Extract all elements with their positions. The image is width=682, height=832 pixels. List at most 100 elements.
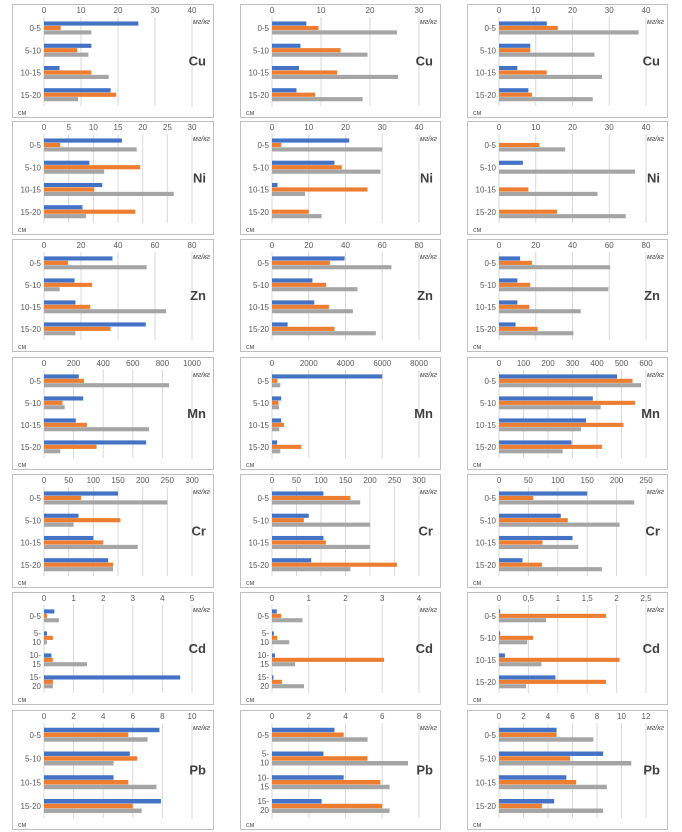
bar-s2-cat3 — [44, 92, 117, 97]
tick-label: 10 — [531, 6, 540, 15]
bar-s3-cat0 — [499, 147, 566, 152]
bar-s3-cat3 — [44, 808, 142, 813]
category-label: 5-10 — [480, 281, 497, 290]
tick-label: 40 — [642, 6, 651, 15]
element-title: Mn — [641, 406, 660, 421]
tick-label: 10 — [89, 123, 98, 132]
bar-s1-cat3 — [44, 88, 111, 93]
category-label-line: 10 — [32, 638, 41, 647]
bar-s3-cat2 — [272, 427, 280, 432]
bar-s1-cat0 — [44, 138, 122, 143]
bar-s1-cat1 — [499, 43, 531, 48]
tick-label: 20 — [114, 6, 123, 15]
tick-label: 2 — [614, 594, 619, 603]
category-label: 15-20 — [476, 678, 497, 687]
bar-s3-cat0 — [272, 500, 361, 505]
category-label: 5-10 — [253, 399, 270, 408]
tick-label: 30 — [378, 123, 387, 132]
bar-s3-cat2 — [44, 74, 109, 79]
bar-s1-cat1 — [44, 513, 79, 518]
panel-frame — [240, 357, 441, 470]
bar-s1-cat2 — [44, 65, 60, 71]
bar-s2-cat3 — [499, 803, 542, 809]
tick-label: 5 — [66, 123, 71, 132]
bar-s3-cat2 — [272, 74, 398, 79]
tick-label: 0 — [497, 359, 502, 368]
category-label: 0-5 — [484, 24, 496, 33]
tick-label: 1,5 — [582, 594, 594, 603]
bar-s1-cat0 — [272, 138, 350, 143]
bar-s3-cat0 — [272, 30, 397, 35]
category-label: 0-5 — [257, 377, 269, 386]
category-label-line: 5-10 — [253, 46, 270, 55]
unit-label: мг/кг — [647, 19, 665, 26]
bar-s2-cat3 — [499, 444, 602, 449]
bar-s1-cat3 — [44, 205, 83, 210]
category-label: 0-5 — [484, 259, 496, 268]
bar-s3-cat1 — [499, 287, 609, 292]
unit-label: мг/кг — [420, 19, 438, 26]
tick-label: 60 — [605, 241, 614, 250]
bar-s1-cat3 — [499, 440, 572, 445]
bar-s1-cat0 — [272, 609, 277, 614]
bar-s3-cat2 — [272, 784, 390, 790]
bar-s1-cat0 — [44, 374, 79, 379]
chart-panel-ni-2: 0 10 20 30 40 0-5 5-10 10-15 15-20 см мг/кг Ni — [467, 121, 668, 235]
bar-s1-cat2 — [272, 182, 278, 188]
bar-s2-cat2 — [272, 657, 385, 662]
tick-label: 20 — [568, 6, 577, 15]
bar-s1-cat0 — [499, 374, 618, 379]
bar-s2-cat3 — [272, 679, 282, 684]
unit-label: мг/кг — [647, 136, 665, 143]
category-label-line: 15-20 — [21, 325, 42, 334]
tick-label: 40 — [415, 123, 424, 132]
tick-label: 10 — [531, 123, 540, 132]
bar-s1-cat1 — [272, 160, 335, 165]
bar-s3-cat3 — [44, 214, 86, 219]
bar-s1-cat2 — [499, 653, 505, 658]
tick-label: 100 — [517, 359, 531, 368]
bar-s3-cat1 — [44, 522, 74, 527]
bar-s1-cat2 — [272, 65, 299, 71]
bar-s2-cat2 — [44, 780, 129, 785]
tick-label: 6 — [570, 712, 575, 721]
panel-frame — [12, 239, 214, 352]
tick-label: 100 — [314, 476, 328, 485]
element-title: Mn — [187, 406, 206, 421]
bar-s1-cat2 — [499, 300, 518, 305]
bar-s2-cat0 — [272, 378, 278, 383]
bar-s2-cat1 — [44, 400, 63, 405]
bar-s3-cat0 — [272, 737, 368, 742]
bar-s2-cat1 — [272, 518, 304, 523]
category-label-line: 10-15 — [21, 186, 42, 195]
bar-s2-cat3 — [499, 209, 558, 214]
bar-s1-cat1 — [44, 278, 75, 283]
category-label-line: 5-10 — [25, 516, 42, 525]
bar-s3-cat2 — [44, 544, 138, 549]
unit-label: мг/кг — [420, 607, 438, 614]
element-title: Cd — [416, 641, 433, 656]
chart-panel-pb-2: 0 2 4 6 8 10 12 0-5 5-10 10-15 15-20 см мг/кг Pb — [467, 710, 668, 830]
element-title: Cr — [419, 524, 433, 539]
bar-s2-cat0 — [499, 613, 607, 618]
bar-s3-cat3 — [499, 449, 563, 454]
bar-s2-cat3 — [44, 562, 114, 567]
bar-s2-cat3 — [499, 679, 607, 684]
tick-label: 6 — [131, 712, 136, 721]
tick-label: 20 — [77, 241, 86, 250]
unit-label: мг/кг — [193, 607, 211, 614]
bar-s2-cat0 — [272, 142, 282, 148]
tick-label: 200 — [136, 476, 150, 485]
bar-s2-cat1 — [499, 48, 531, 53]
category-label: 15-20 — [21, 443, 42, 452]
category-label-line: 15 — [260, 660, 269, 669]
category-label: 0-5 — [29, 612, 41, 621]
bar-s2-cat2 — [499, 422, 624, 427]
bar-s1-cat3 — [44, 322, 146, 327]
bar-s2-cat2 — [272, 187, 368, 192]
chart-panel-cd-2: 0 0,5 1 1,5 2 2,5 0-5 5-10 10-15 15-20 см мг/кг Cd — [467, 592, 668, 705]
tick-label: 0 — [42, 241, 47, 250]
category-label-line: 15-20 — [21, 443, 42, 452]
category-label-line: 10-15 — [249, 303, 270, 312]
tick-label: 3 — [380, 594, 385, 603]
